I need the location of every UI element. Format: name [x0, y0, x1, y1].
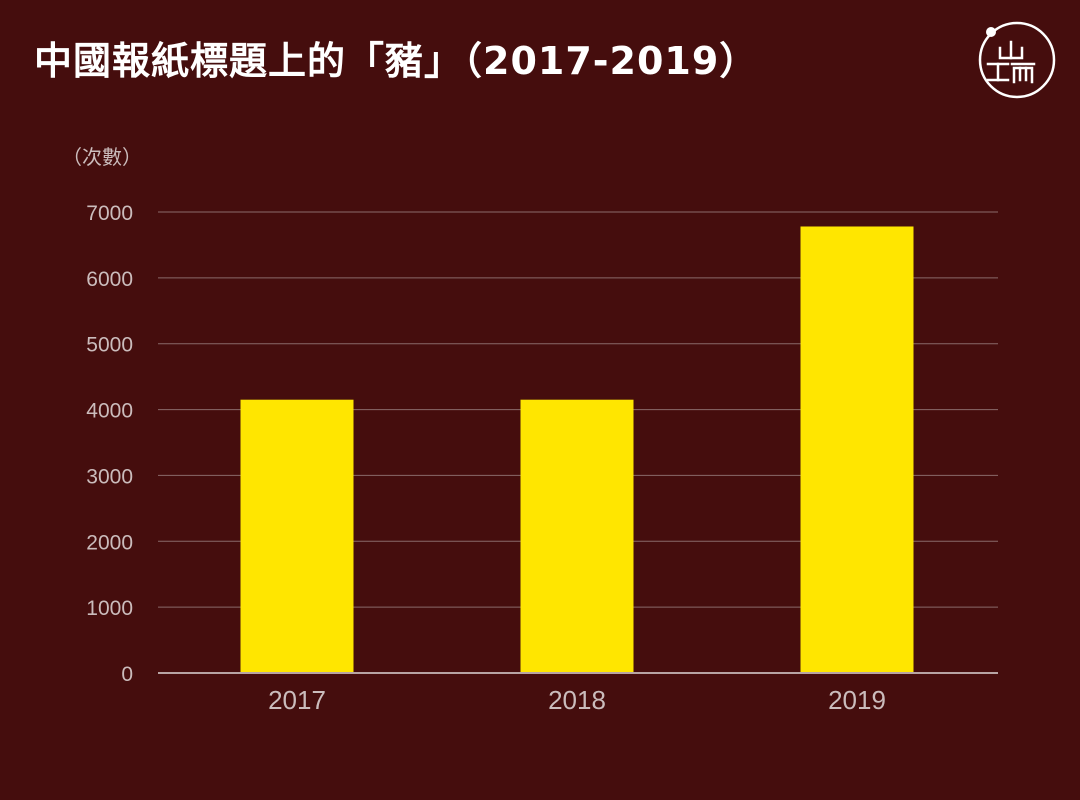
y-tick-label: 7000: [86, 202, 133, 225]
initium-logo-icon: [978, 21, 1056, 99]
x-tick-label: 2018: [548, 685, 606, 715]
bar-2017: [240, 399, 354, 673]
x-tick-labels: 2017 2018 2019: [268, 685, 886, 715]
bars: [240, 226, 914, 673]
chart-title: 中國報紙標題上的「豬」（2017-2019）: [34, 39, 759, 83]
y-tick-label: 1000: [86, 597, 133, 620]
y-tick-label: 4000: [86, 400, 133, 423]
y-tick-label: 2000: [86, 531, 133, 554]
y-axis-label: （次數）: [62, 145, 142, 169]
bar-2018: [520, 399, 634, 673]
y-tick-labels: 0 1000 2000 3000 4000 5000 6000 7000: [86, 202, 133, 686]
y-tick-label: 6000: [86, 268, 133, 291]
x-tick-label: 2017: [268, 685, 326, 715]
y-tick-label: 0: [121, 663, 133, 686]
x-tick-label: 2019: [828, 685, 886, 715]
y-tick-label: 3000: [86, 465, 133, 488]
y-tick-label: 5000: [86, 334, 133, 357]
bar-2019: [800, 226, 914, 673]
